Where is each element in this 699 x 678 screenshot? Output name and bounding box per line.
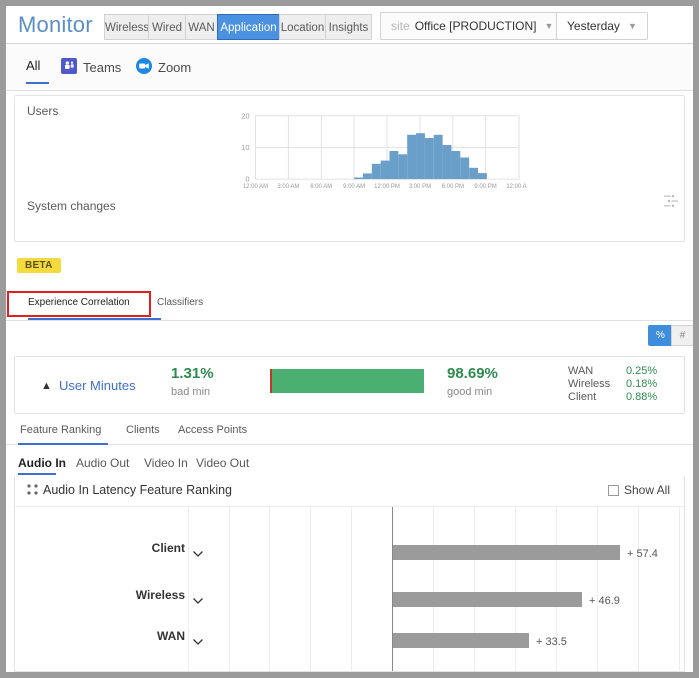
svg-text:20: 20 [241,111,249,120]
svg-text:9:00 AM: 9:00 AM [343,184,365,190]
svg-text:12:00 AM: 12:00 AM [243,184,268,190]
svg-text:6:00 PM: 6:00 PM [442,184,464,190]
svg-text:12:00 PM: 12:00 PM [374,184,400,190]
svg-text:3:00 AM: 3:00 AM [277,184,299,190]
svg-text:0: 0 [245,175,249,184]
svg-text:12:00 AM: 12:00 AM [506,184,527,190]
svg-text:9:00 PM: 9:00 PM [474,184,496,190]
svg-text:10: 10 [241,143,249,152]
svg-text:3:00 PM: 3:00 PM [409,184,431,190]
svg-text:6:00 AM: 6:00 AM [310,184,332,190]
